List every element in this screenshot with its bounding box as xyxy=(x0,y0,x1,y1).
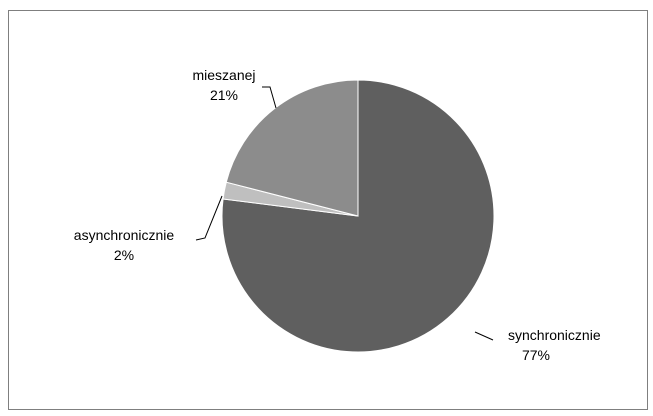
leader-line-mieszanej xyxy=(262,86,277,109)
slice-percent-asynchronicznie: 2% xyxy=(114,247,134,263)
slice-label-synchronicznie: synchronicznie xyxy=(508,327,601,343)
slice-label-asynchronicznie: asynchronicznie xyxy=(74,227,175,243)
pie-slices xyxy=(221,79,495,353)
pie-slice-mieszanej xyxy=(225,79,359,217)
leader-line-asynchronicznie xyxy=(195,195,223,241)
slice-label-mieszanej: mieszanej xyxy=(192,67,255,83)
leader-line-synchronicznie xyxy=(474,331,494,341)
slice-percent-synchronicznie: 77% xyxy=(522,347,550,363)
slice-labels: synchronicznie 77% asynchronicznie 2% miesza… xyxy=(74,67,601,363)
leader-lines xyxy=(195,86,494,341)
slice-percent-mieszanej: 21% xyxy=(210,87,238,103)
